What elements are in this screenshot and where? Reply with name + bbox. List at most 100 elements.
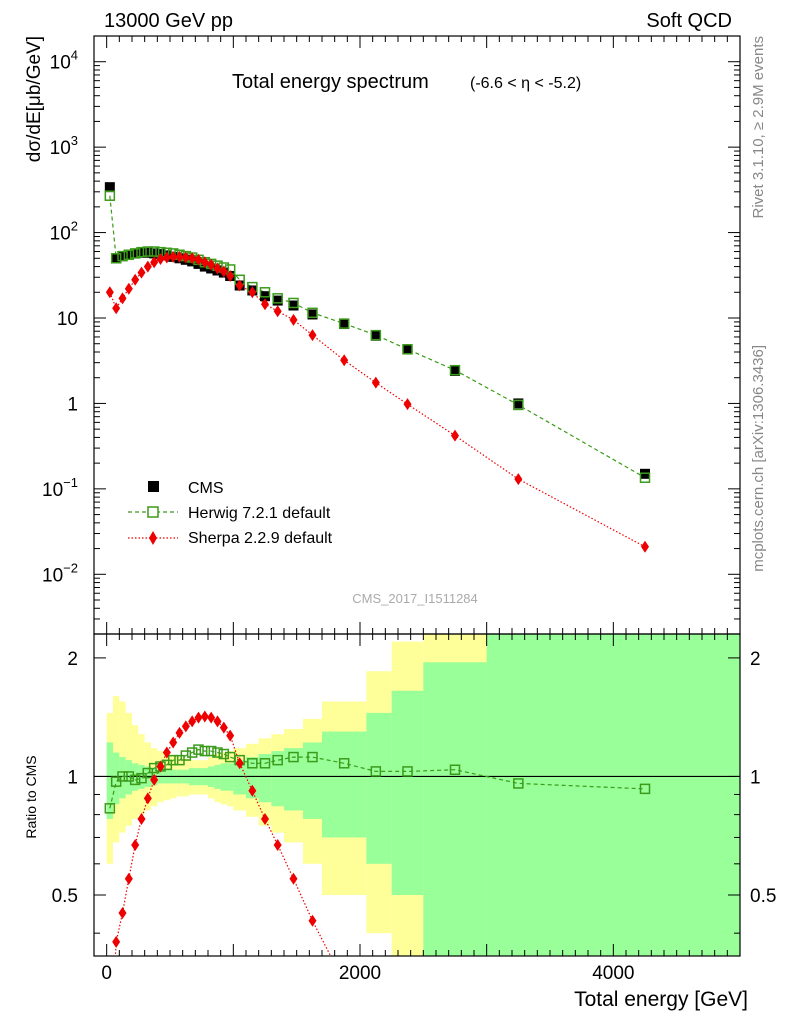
sherpa-ratio-point — [181, 720, 190, 733]
band-green-bin — [486, 634, 550, 956]
sherpa-point — [261, 298, 269, 311]
herwig-ratio-point — [212, 747, 223, 758]
sherpa-point — [169, 250, 178, 263]
herwig-point — [259, 287, 271, 298]
herwig-point — [129, 248, 141, 259]
ratio-frame — [93, 633, 741, 957]
sherpa-point — [641, 540, 649, 553]
x-tick-label: 0 — [101, 963, 112, 984]
sherpa-point — [156, 253, 165, 266]
ratio-tick-label-left: 2 — [67, 649, 78, 670]
herwig-ratio-point — [307, 751, 318, 763]
band-green-bin — [423, 662, 487, 956]
band-green-bin — [119, 757, 126, 799]
band-green-bin — [233, 760, 246, 795]
y-axis-label: dσ/dE[μb/GeV] — [24, 36, 45, 162]
sherpa-ratio-point — [289, 872, 298, 885]
cms-point — [513, 398, 524, 409]
sherpa-point — [124, 282, 133, 295]
sherpa-line — [109, 256, 646, 548]
herwig-point — [370, 329, 382, 341]
cms-point — [370, 330, 381, 341]
herwig-ratio-point — [205, 745, 217, 757]
sherpa-ratio-point — [112, 935, 121, 948]
herwig-point — [272, 293, 283, 304]
herwig-ratio-point — [167, 754, 179, 766]
sherpa-ratio-point — [194, 711, 203, 724]
band-green-bin — [366, 712, 392, 864]
ratio-y-axis-label: Ratio to CMS — [23, 755, 39, 838]
herwig-ratio-point — [193, 744, 204, 755]
sherpa-ratio-point — [248, 784, 257, 797]
sherpa-ratio-point — [175, 726, 184, 739]
herwig-ratio-point — [449, 764, 461, 775]
sherpa-ratio-point — [235, 757, 244, 770]
analysis-watermark: CMS_2017_I1511284 — [352, 591, 478, 606]
sherpa-ratio-point — [219, 721, 228, 734]
sherpa-point — [219, 265, 228, 278]
cms-point — [402, 344, 413, 355]
sherpa-point — [226, 270, 235, 283]
sherpa-ratio-point — [118, 907, 127, 920]
herwig-point — [117, 250, 128, 262]
cms-point — [288, 300, 299, 311]
sherpa-ratio-point — [226, 729, 235, 742]
herwig-ratio-point — [117, 771, 128, 782]
mcplots-label: mcplots.cern.ch [arXiv:1306.3436] — [750, 345, 767, 572]
cms-point — [142, 247, 153, 258]
band-green-bin — [550, 634, 740, 956]
upper-panel — [104, 182, 651, 553]
y-tick-label: 104 — [50, 48, 78, 74]
herwig-point — [136, 246, 147, 258]
sherpa-ratio-point — [213, 715, 222, 728]
sherpa-ratio-point — [188, 715, 197, 728]
sherpa-point — [235, 279, 244, 292]
sherpa-point — [340, 354, 349, 367]
herwig-point — [402, 344, 413, 355]
herwig-ratio-point — [218, 748, 230, 760]
sherpa-ratio-point — [261, 812, 269, 825]
herwig-point — [639, 472, 651, 483]
header-right: Soft QCD — [646, 10, 732, 32]
herwig-point — [142, 246, 154, 257]
legend-label-sherpa: Sherpa 2.2.9 default — [188, 530, 333, 547]
sherpa-point — [207, 258, 216, 271]
x-tick-label: 2000 — [339, 963, 381, 984]
herwig-ratio-point — [247, 758, 258, 769]
sherpa-ratio-point — [169, 736, 178, 749]
header-left: 13000 GeV pp — [104, 10, 233, 32]
herwig-ratio-point — [272, 754, 283, 766]
herwig-point — [104, 190, 116, 201]
sherpa-point — [213, 262, 222, 275]
herwig-point — [148, 246, 160, 257]
herwig-point — [513, 399, 524, 411]
sherpa-ratio-point — [207, 711, 216, 724]
herwig-ratio-point — [370, 766, 382, 777]
sherpa-point — [514, 473, 523, 486]
legend-label-herwig: Herwig 7.2.1 default — [188, 505, 331, 522]
y-tick-label: 10−1 — [42, 475, 78, 501]
y-tick-label: 10 — [57, 309, 78, 330]
y-tick-label: 10−2 — [42, 560, 78, 586]
sherpa-ratio-point — [150, 773, 159, 786]
x-axis-label: Total energy [GeV] — [574, 988, 748, 1011]
ratio-tick-label-right: 0.5 — [750, 886, 776, 907]
legend-marker-herwig — [147, 506, 159, 518]
sherpa-ratio-point — [156, 760, 165, 773]
sherpa-ratio-point — [124, 872, 133, 885]
herwig-ratio-point — [639, 783, 651, 795]
cms-point — [450, 365, 460, 376]
ratio-tick-label-right: 1 — [750, 767, 761, 788]
chart-title: Total energy spectrum — [232, 71, 429, 93]
band-green-bin — [322, 731, 367, 838]
herwig-ratio-line — [109, 748, 646, 809]
herwig-point — [123, 249, 135, 261]
rivet-version-label: Rivet 3.1.10, ≥ 2.9M events — [750, 36, 767, 219]
ratio-tick-label-right: 2 — [750, 649, 761, 670]
sherpa-point — [403, 398, 412, 411]
sherpa-ratio-point — [143, 792, 152, 805]
sherpa-point — [289, 313, 298, 326]
herwig-point — [110, 253, 122, 264]
cms-point — [307, 309, 318, 320]
